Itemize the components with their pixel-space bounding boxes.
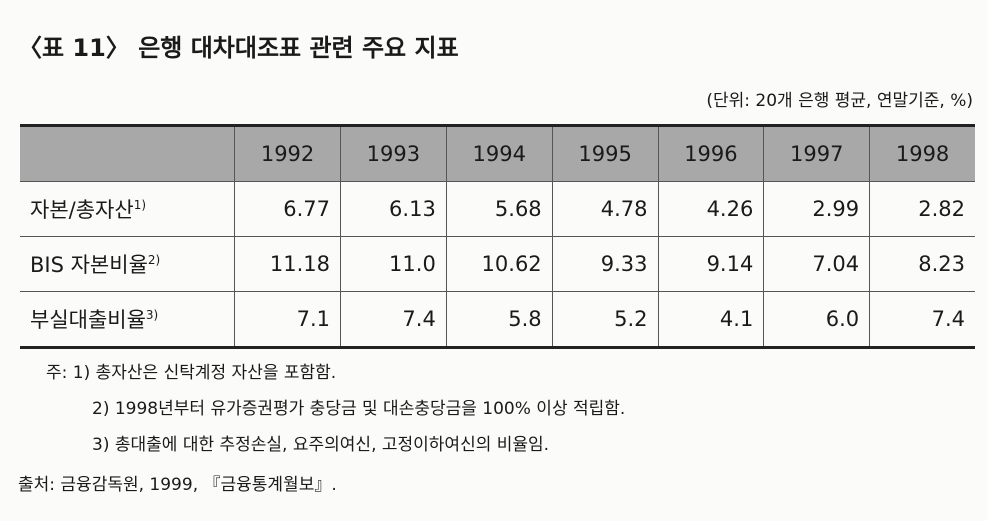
- cell: 5.68: [445, 181, 553, 237]
- footnote-marker: 2): [147, 253, 161, 267]
- cell: 7.1: [234, 291, 341, 348]
- cell: 2.82: [869, 181, 975, 237]
- cell: 2.99: [763, 181, 870, 237]
- table-row: 자본/총자산1) 6.77 6.13 5.68 4.78 4.26 2.99 2.82: [20, 181, 975, 237]
- cell: 4.78: [551, 181, 658, 237]
- note-text: 2) 1998년부터 유가증권평가 충당금 및 대손충당금을 100% 이상 적…: [92, 399, 626, 419]
- notes: 주: 1) 총자산은 신탁계정 자산을 포함함. 2) 1998년부터 유가증권평…: [46, 355, 625, 463]
- table-row: 부실대출비율3) 7.1 7.4 5.8 5.2 4.1 6.0 7.4: [20, 291, 975, 348]
- note: 3) 총대출에 대한 추정손실, 요주의여신, 고정이하여신의 비율임.: [46, 427, 625, 463]
- unit: (단위: 20개 은행 평균, 연말기준, %): [706, 91, 973, 111]
- cell: 11.18: [234, 236, 341, 292]
- source-label: 출처:: [18, 475, 56, 495]
- cell: 4.1: [657, 291, 764, 348]
- note-text: 3) 총대출에 대한 추정손실, 요주의여신, 고정이하여신의 비율임.: [92, 435, 550, 455]
- column-header: 1994: [445, 125, 553, 182]
- footnote-marker: 3): [145, 308, 159, 322]
- column-header: 1998: [869, 125, 975, 182]
- cell: 10.62: [445, 236, 553, 292]
- row-label-cell: 자본/총자산1): [20, 181, 235, 237]
- row-label-cell: BIS 자본비율2): [20, 236, 235, 292]
- corner-cell: [20, 125, 235, 182]
- column-header: 1993: [339, 125, 447, 182]
- cell: 7.4: [869, 291, 975, 348]
- row-label-cell: 부실대출비율3): [20, 291, 235, 348]
- table-row: BIS 자본비율2) 11.18 11.0 10.62 9.33 9.14 7.04 8.23: [20, 236, 975, 292]
- column-header: 1996: [657, 125, 764, 182]
- cell: 7.04: [763, 236, 870, 292]
- cell: 6.13: [339, 181, 447, 237]
- notes-label: 주:: [46, 363, 68, 383]
- cell: 5.8: [445, 291, 553, 348]
- note: 2) 1998년부터 유가증권평가 충당금 및 대손충당금을 100% 이상 적…: [46, 391, 625, 427]
- cell: 8.23: [869, 236, 975, 292]
- cell: 9.14: [657, 236, 764, 292]
- column-header: 1992: [234, 125, 341, 182]
- column-header: 1995: [551, 125, 658, 182]
- cell: 4.26: [657, 181, 764, 237]
- header-row: 1992 1993 1994 1995 1996 1997 1998: [20, 125, 975, 182]
- row-label: 자본/총자산: [30, 198, 134, 222]
- note: 주: 1) 총자산은 신탁계정 자산을 포함함.: [46, 355, 625, 391]
- title: 〈표 11〉 은행 대차대조표 관련 주요 지표: [18, 34, 459, 62]
- cell: 7.4: [339, 291, 447, 348]
- row-label: BIS 자본비율: [30, 253, 148, 277]
- table: 1992 1993 1994 1995 1996 1997 1998 자본/총자산1) 6.77…: [20, 124, 975, 349]
- source-text: 금융감독원, 1999, 『금융통계월보』.: [60, 475, 337, 495]
- source: 출처: 금융감독원, 1999, 『금융통계월보』.: [18, 470, 337, 495]
- cell: 5.2: [551, 291, 658, 348]
- cell: 6.0: [763, 291, 870, 348]
- row-label: 부실대출비율: [30, 308, 146, 332]
- column-header: 1997: [763, 125, 870, 182]
- cell: 11.0: [339, 236, 447, 292]
- note-text: 1) 총자산은 신탁계정 자산을 포함함.: [72, 363, 337, 383]
- cell: 9.33: [551, 236, 658, 292]
- cell: 6.77: [234, 181, 341, 237]
- footnote-marker: 1): [133, 198, 147, 212]
